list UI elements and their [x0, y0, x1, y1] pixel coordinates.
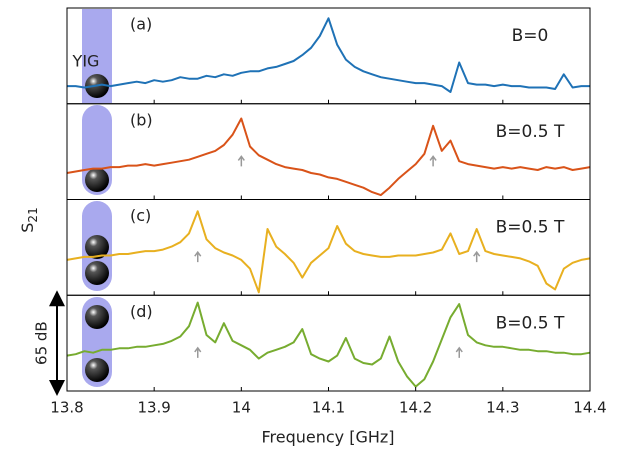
yig-label: YIG	[72, 52, 100, 71]
x-tick-label: 14.1	[312, 399, 345, 417]
x-tick-label: 13.9	[137, 399, 170, 417]
y-axis-label: S21	[18, 207, 40, 232]
x-tick-label: 14.4	[573, 399, 606, 417]
x-tick-label: 14.2	[399, 399, 432, 417]
y-axis-label-sub: 21	[26, 207, 40, 222]
scale-bar-label: 65 dB	[33, 321, 51, 365]
series-line	[66, 301, 591, 388]
panel-label: (d)	[130, 302, 153, 321]
legend-label: B=0.5 T	[496, 218, 565, 238]
yig-sphere	[85, 261, 109, 285]
peak-arrow	[429, 155, 437, 167]
yig-sphere	[85, 305, 109, 329]
x-axis-label: Frequency [GHz]	[261, 428, 394, 447]
yig-sphere	[85, 235, 109, 259]
peak-arrow	[237, 155, 245, 167]
peak-arrow	[473, 250, 481, 263]
x-tick-label: 13.8	[50, 399, 83, 417]
panel-label: (c)	[130, 206, 151, 225]
yig-sphere	[85, 168, 109, 192]
yig-illustrations	[82, 9, 112, 387]
yig-sphere	[85, 358, 109, 382]
legend-label: B=0.5 T	[496, 122, 565, 142]
peak-arrow	[194, 346, 202, 358]
legend-label: B=0.5 T	[496, 313, 565, 333]
peak-arrow	[455, 346, 463, 358]
peak-arrow	[194, 250, 202, 263]
series-line	[66, 117, 591, 197]
y-axis-label-main: S	[18, 223, 37, 233]
x-tick-label: 14.3	[486, 399, 519, 417]
legend-label: B=0	[512, 26, 549, 46]
x-tick-label: 14	[232, 399, 251, 417]
panel-label: (b)	[130, 110, 153, 129]
series-line	[67, 17, 590, 93]
series-line	[66, 210, 591, 294]
panel-label: (a)	[130, 15, 152, 34]
